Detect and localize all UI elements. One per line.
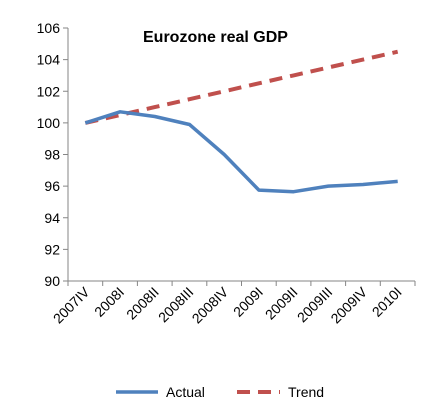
x-tick-label: 2008III <box>155 284 197 326</box>
y-tick-label: 92 <box>44 241 60 257</box>
plot-series <box>84 49 399 194</box>
x-tick-label: 2008IV <box>189 283 232 326</box>
series-line-trend <box>84 49 399 125</box>
x-axis: 2007IV2008I2008II2008III2008IV2009I2009I… <box>50 280 416 326</box>
legend: Actual Trend <box>116 384 324 400</box>
x-tick-label: 2009III <box>294 284 336 326</box>
y-tick-label: 98 <box>44 147 60 163</box>
legend-label-trend: Trend <box>288 384 324 400</box>
x-tick-label: 2008II <box>123 284 162 323</box>
y-tick-label: 104 <box>37 52 61 68</box>
x-tick-label: 2007IV <box>50 283 93 326</box>
y-axis: 90 92 94 96 98 100 102 104 106 <box>37 20 69 289</box>
x-tick-label: 2008I <box>91 284 127 320</box>
y-tick-label: 94 <box>44 210 60 226</box>
y-tick-label: 100 <box>37 115 61 131</box>
x-tick-label: 2009I <box>230 284 266 320</box>
x-tick-label: 2009IV <box>327 283 370 326</box>
x-tick-label: 2009II <box>262 284 301 323</box>
y-tick-label: 96 <box>44 178 60 194</box>
x-tick-label: 2010I <box>369 284 405 320</box>
series-line-actual <box>84 110 398 194</box>
y-tick-label: 90 <box>44 273 60 289</box>
y-tick-label: 106 <box>37 20 61 36</box>
legend-label-actual: Actual <box>166 384 205 400</box>
y-tick-label: 102 <box>37 83 61 99</box>
chart-title: Eurozone real GDP <box>143 29 288 46</box>
